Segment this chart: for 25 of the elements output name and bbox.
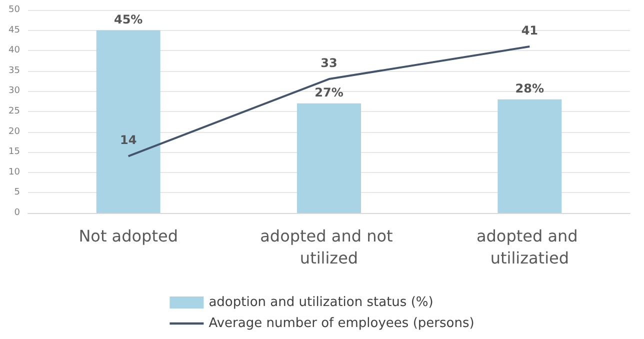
- y-tick-label: 0: [14, 208, 20, 218]
- y-tick-label: 30: [8, 86, 20, 96]
- data-label: 14: [120, 133, 137, 148]
- data-label: 45%: [114, 12, 143, 26]
- x-tick-label: adopted and not utilized: [260, 226, 398, 268]
- y-tick-label: 5: [14, 188, 20, 198]
- y-tick-label: 20: [8, 126, 20, 137]
- y-tick-label: 45: [8, 25, 20, 36]
- y-tick-label: 40: [8, 46, 20, 56]
- legend-label: adoption and utilization status (%): [208, 295, 434, 310]
- data-label: 28%: [515, 81, 544, 96]
- y-tick-label: 35: [8, 66, 20, 76]
- y-tick-label: 10: [8, 167, 20, 178]
- y-tick-label: 50: [8, 5, 20, 15]
- bar: [297, 103, 361, 213]
- legend-label: Average number of employees (persons): [208, 316, 474, 331]
- bar: [498, 99, 562, 213]
- bar: [96, 30, 160, 213]
- x-tick-label: adopted and utilizatied: [476, 226, 583, 268]
- x-tick-label: Not adopted: [78, 226, 178, 246]
- y-tick-label: 15: [8, 147, 20, 158]
- y-tick-label: 25: [8, 106, 20, 116]
- data-label: 41: [521, 24, 538, 38]
- data-label: 27%: [314, 85, 344, 100]
- data-label: 33: [320, 56, 338, 70]
